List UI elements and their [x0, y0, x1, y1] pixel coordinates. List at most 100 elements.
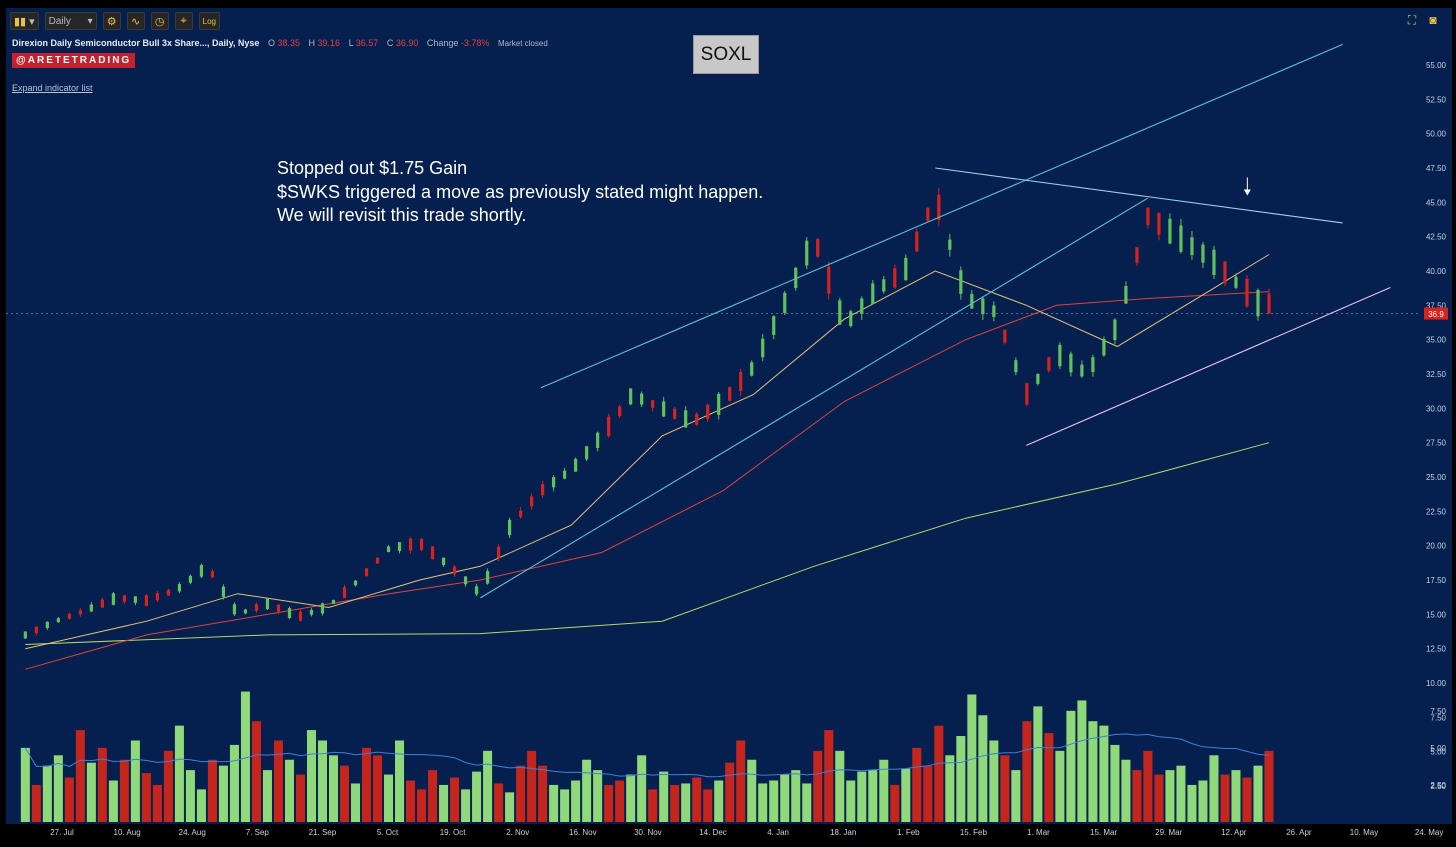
x-tick-label: 1. Mar — [1027, 828, 1050, 837]
candle-body — [1124, 286, 1128, 304]
indicators-button[interactable]: ∿ — [126, 12, 145, 30]
fullscreen-button[interactable]: ⛶ — [1405, 13, 1419, 27]
candle-body — [860, 298, 864, 314]
candle-body — [838, 300, 842, 325]
volume-bar — [306, 730, 316, 822]
candle-body — [56, 618, 60, 623]
volume-bar — [813, 750, 823, 822]
annotation-line-3: We will revisit this trade shortly. — [277, 205, 527, 225]
volume-bar — [483, 750, 493, 822]
candle-body — [430, 546, 435, 560]
volume-bar — [725, 762, 735, 822]
volume-bar — [747, 759, 757, 822]
crosshair-button[interactable]: ⌖ — [174, 12, 193, 30]
camera-icon: ◙ — [1429, 13, 1437, 27]
volume-bar — [659, 771, 669, 822]
volume-bar — [1154, 774, 1164, 822]
candle-body — [474, 586, 479, 595]
settings-button[interactable]: ⚙ — [102, 12, 121, 30]
candle-body — [1135, 247, 1139, 263]
volume-bar — [934, 725, 944, 822]
candle-body — [629, 388, 633, 405]
candle-body — [133, 596, 137, 603]
volume-bar — [207, 759, 217, 822]
volume-bar — [1088, 721, 1098, 822]
candle-body — [353, 580, 358, 586]
candle-body — [937, 194, 941, 220]
volume-layer — [20, 691, 1274, 822]
candle-body — [1025, 383, 1029, 405]
volume-bar — [53, 755, 63, 822]
log-scale-button[interactable]: Log — [198, 12, 220, 30]
candle-body — [166, 589, 171, 596]
x-tick-label: 30. Nov — [634, 828, 662, 837]
candle-body — [298, 611, 303, 621]
volume-bar — [362, 747, 372, 822]
y-tick-label: 5.00 — [1430, 748, 1446, 757]
y-tick-label: 2.50 — [1430, 782, 1446, 791]
x-tick-label: 18. Jan — [830, 828, 856, 837]
candle-body — [320, 603, 325, 614]
candle-body — [221, 586, 226, 597]
last-price-label: 36.9 — [1428, 310, 1444, 319]
ohlc-header: Direxion Daily Semiconductor Bull 3x Sha… — [12, 38, 548, 48]
volume-bar — [339, 765, 350, 822]
candle-body — [673, 408, 677, 420]
candle-body — [750, 362, 754, 376]
camera-button[interactable]: ◙ — [1426, 13, 1440, 27]
plot-area[interactable] — [6, 8, 1452, 824]
volume-bar — [350, 783, 361, 822]
candle-body — [23, 631, 27, 639]
volume-bar — [472, 771, 482, 822]
x-tick-label: 15. Feb — [960, 828, 988, 837]
volume-bar — [516, 765, 526, 822]
candle-body — [463, 576, 468, 585]
volume-bar — [857, 771, 867, 822]
volume-bar — [945, 755, 955, 822]
volume-bar — [1011, 770, 1021, 822]
candle-body — [485, 571, 490, 584]
candle-body — [585, 446, 589, 460]
volume-bar — [1242, 777, 1252, 822]
candle-body — [761, 338, 765, 358]
expand-indicator-link[interactable]: Expand indicator list — [12, 83, 93, 93]
volume-bar — [31, 784, 41, 822]
interval-select[interactable]: Daily ▾ — [44, 12, 97, 30]
chevron-down-icon: ▾ — [29, 15, 35, 28]
candle-body — [530, 496, 534, 507]
x-tick-label: 2. Nov — [506, 828, 529, 837]
volume-bar — [714, 780, 724, 822]
y-tick-label: 12.50 — [1426, 645, 1447, 654]
y-tick-label: 42.50 — [1426, 233, 1447, 242]
candle-body — [552, 477, 556, 488]
candle-body — [144, 595, 148, 606]
low-label: L — [348, 38, 354, 48]
trendlines-layer — [480, 43, 1391, 599]
candle-body — [1267, 293, 1271, 314]
close-label: C — [386, 38, 394, 48]
y-tick-label: 35.00 — [1426, 336, 1447, 345]
x-tick-label: 5. Oct — [377, 828, 399, 837]
clock-button[interactable]: ◷ — [150, 12, 169, 30]
volume-bar — [703, 789, 713, 822]
volume-bar — [846, 780, 856, 822]
volume-bar — [549, 784, 559, 822]
volume-bar — [615, 780, 625, 822]
candlestick-icon: ▮▮ — [14, 15, 27, 28]
volume-bar — [1165, 770, 1175, 822]
volume-bar — [527, 750, 537, 822]
candle-body — [1223, 261, 1227, 284]
y-tick-label: 50.00 — [1426, 130, 1447, 139]
candle-body — [970, 293, 974, 309]
candle-body — [507, 519, 512, 536]
chart-style-button[interactable]: ▮▮ ▾ — [10, 12, 39, 30]
x-tick-label: 1. Feb — [897, 828, 920, 837]
y-tick-label: 15.00 — [1426, 610, 1447, 619]
last-price-tag — [1424, 307, 1448, 320]
y-tick-label: 30.00 — [1426, 404, 1447, 413]
volume-bar — [1066, 710, 1076, 822]
y-tick-label: 27.50 — [1426, 439, 1447, 448]
volume-bar — [20, 747, 30, 822]
